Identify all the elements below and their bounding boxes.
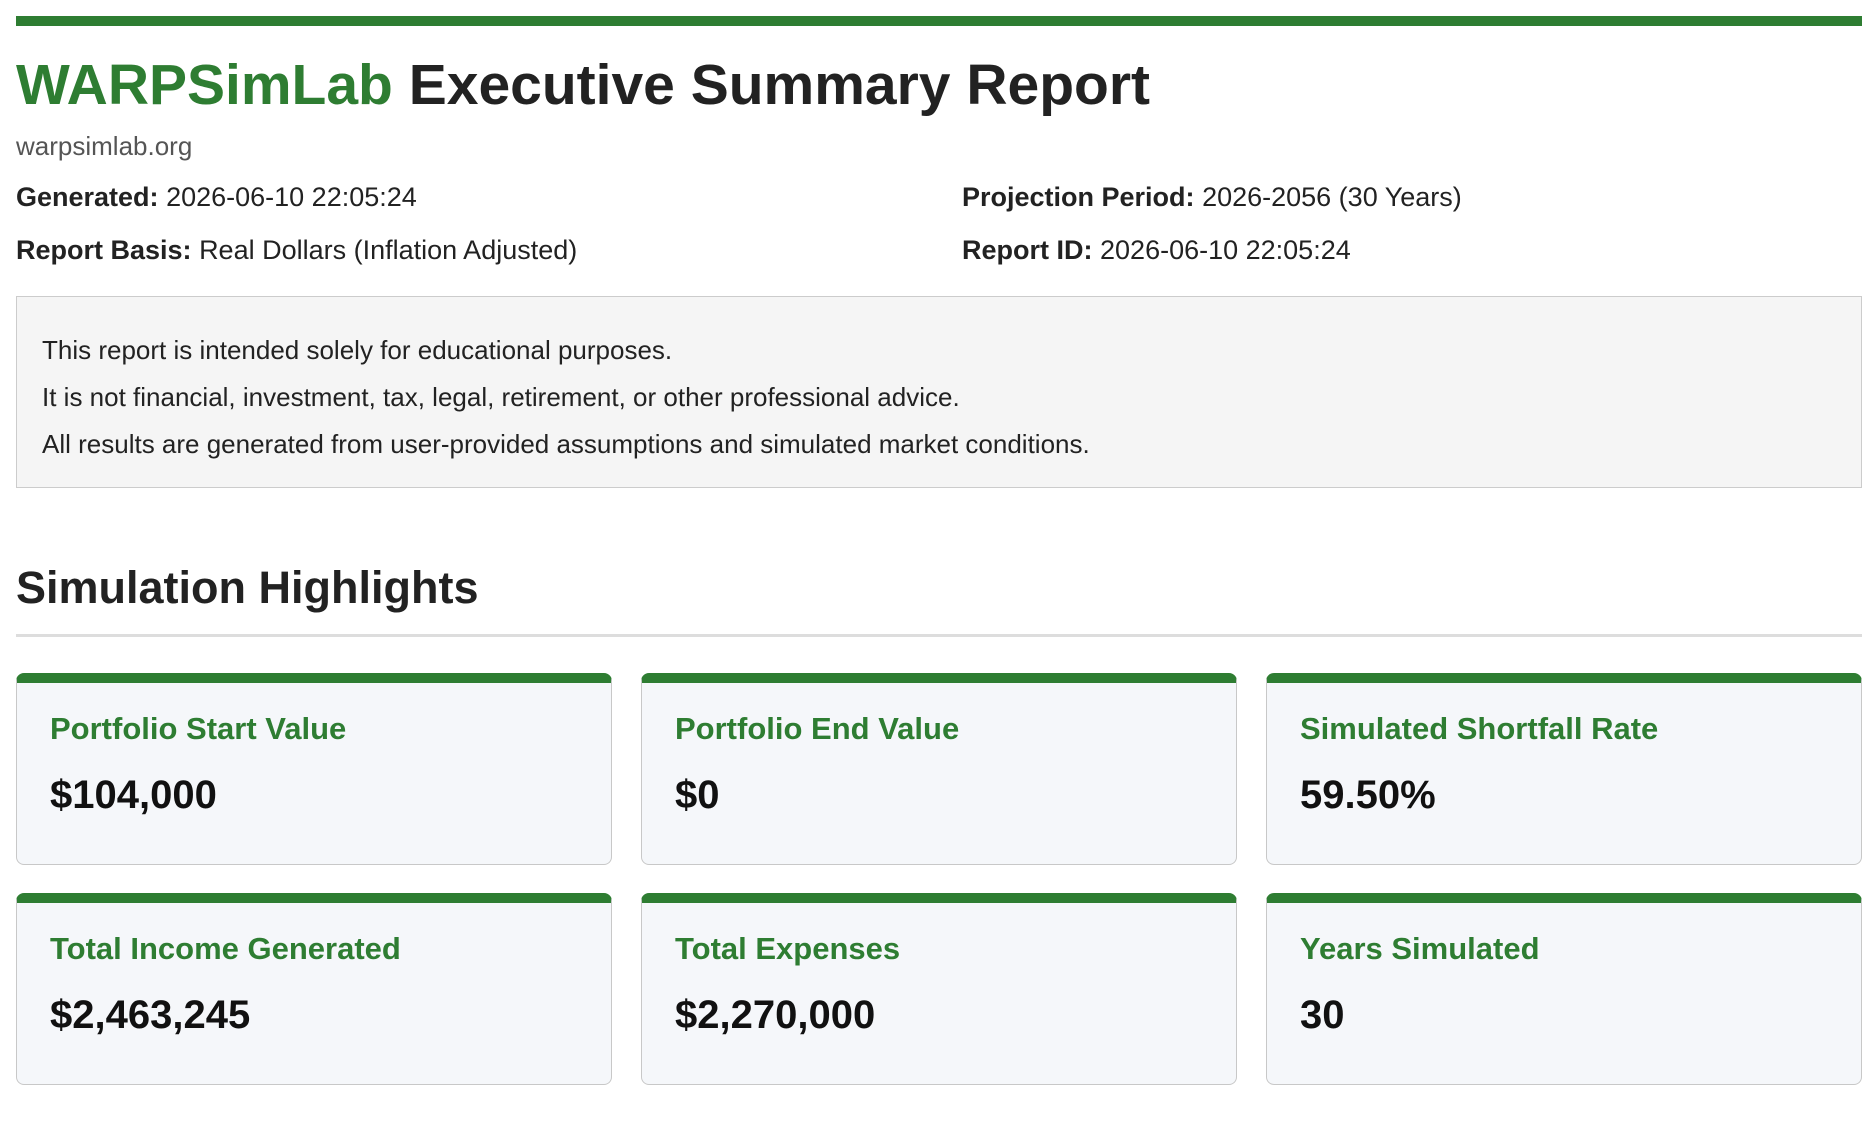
card-label: Total Expenses — [675, 930, 901, 966]
basis-row: Report Basis: Real Dollars (Inflation Ad… — [16, 235, 962, 266]
report-id-label: Report ID: — [962, 234, 1093, 265]
card-label: Portfolio Start Value — [50, 710, 347, 746]
card-value: 30 — [1300, 992, 1345, 1037]
card-value: $0 — [675, 772, 720, 817]
card-label: Years Simulated — [1300, 930, 1540, 966]
highlight-card-start-value: Portfolio Start Value $104,000 — [16, 672, 612, 865]
accent-bar — [16, 16, 1862, 26]
report-meta: Generated: 2026-06-10 22:05:24 Projectio… — [16, 182, 1856, 266]
disclaimer-box: This report is intended solely for educa… — [16, 295, 1862, 488]
card-label: Portfolio End Value — [675, 710, 960, 746]
card-value: $104,000 — [50, 772, 217, 817]
basis-value: Real Dollars (Inflation Adjusted) — [199, 234, 578, 265]
disclaimer-line: All results are generated from user-prov… — [42, 428, 1090, 459]
brand-name: WARPSimLab — [16, 53, 393, 117]
highlights-heading: Simulation Highlights — [16, 562, 1862, 637]
report-title: WARPSimLab Executive Summary Report — [16, 54, 1856, 117]
basis-label: Report Basis: — [16, 234, 192, 265]
card-label: Simulated Shortfall Rate — [1300, 710, 1659, 746]
highlight-card-total-expenses: Total Expenses $2,270,000 — [641, 892, 1237, 1085]
projection-label: Projection Period: — [962, 181, 1195, 212]
highlight-card-end-value: Portfolio End Value $0 — [641, 672, 1237, 865]
highlight-card-total-income: Total Income Generated $2,463,245 — [16, 892, 612, 1085]
report-id-row: Report ID: 2026-06-10 22:05:24 — [962, 235, 1862, 266]
card-value: $2,463,245 — [50, 992, 251, 1037]
projection-value: 2026-2056 (30 Years) — [1202, 181, 1462, 212]
projection-row: Projection Period: 2026-2056 (30 Years) — [962, 182, 1862, 213]
card-value: $2,270,000 — [675, 992, 876, 1037]
site-url: warpsimlab.org — [16, 130, 193, 161]
disclaimer-line: This report is intended solely for educa… — [42, 334, 673, 365]
generated-label: Generated: — [16, 181, 159, 212]
highlights-grid: Portfolio Start Value $104,000 Portfolio… — [16, 672, 1862, 1085]
generated-value: 2026-06-10 22:05:24 — [166, 181, 417, 212]
disclaimer-line: It is not financial, investment, tax, le… — [42, 381, 960, 412]
highlight-card-shortfall-rate: Simulated Shortfall Rate 59.50% — [1266, 672, 1862, 865]
card-value: 59.50% — [1300, 772, 1436, 817]
highlight-card-years-simulated: Years Simulated 30 — [1266, 892, 1862, 1085]
generated-row: Generated: 2026-06-10 22:05:24 — [16, 182, 962, 213]
card-label: Total Income Generated — [50, 930, 401, 966]
title-text: Executive Summary Report — [408, 53, 1150, 117]
report-id-value: 2026-06-10 22:05:24 — [1100, 234, 1351, 265]
